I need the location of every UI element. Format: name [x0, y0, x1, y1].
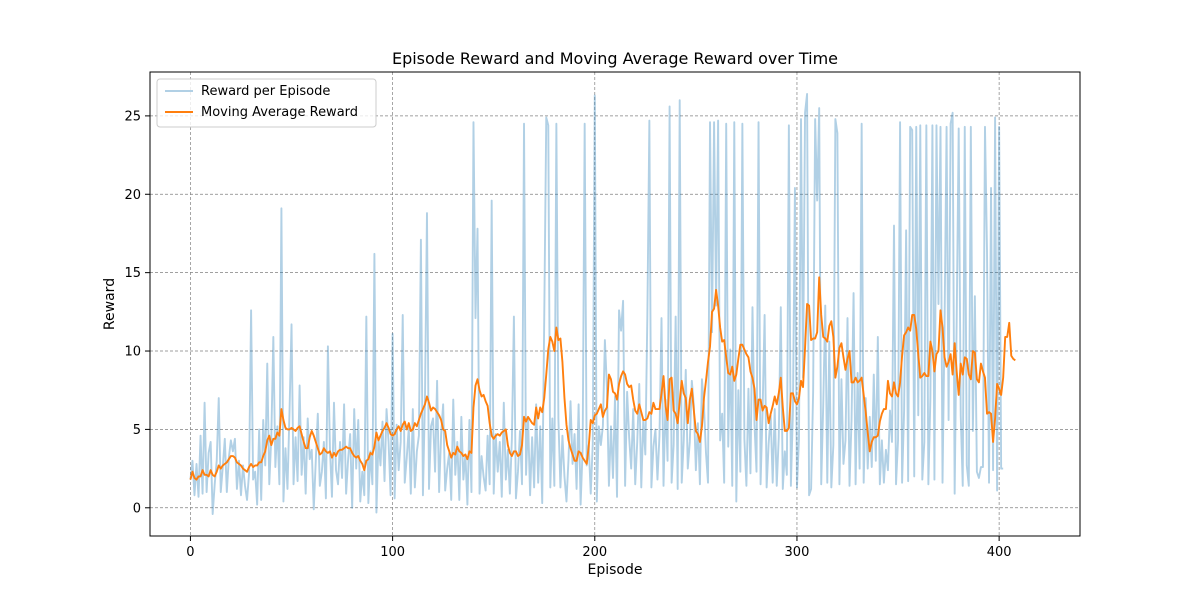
x-tick-label: 100 — [380, 545, 405, 560]
series-line-reward — [189, 92, 1004, 515]
y-tick-label: 20 — [124, 188, 141, 203]
series-group — [189, 92, 1016, 515]
legend-label-reward: Reward per Episode — [201, 84, 330, 99]
x-axis-title: Episode — [588, 562, 643, 578]
chart-title: Episode Reward and Moving Average Reward… — [392, 49, 838, 68]
plot-frame — [149, 71, 1081, 537]
legend-label-moving-average: Moving Average Reward — [201, 105, 358, 120]
y-axis-title: Reward — [102, 278, 118, 330]
x-tick-label: 300 — [785, 545, 810, 560]
legend-box — [156, 78, 377, 128]
legend: Reward per Episode Moving Average Reward — [156, 78, 377, 128]
y-tick-label: 0 — [133, 501, 141, 516]
x-tick-label: 0 — [186, 545, 194, 560]
y-tick-label: 25 — [124, 109, 141, 124]
x-tick-label: 200 — [582, 545, 607, 560]
y-tick-label: 10 — [124, 345, 141, 360]
y-tick-label: 15 — [124, 266, 141, 281]
grid — [150, 72, 1080, 536]
axis-ticks: 0 100 200 300 400 0 5 10 15 20 25 — [124, 109, 1011, 560]
series-line-moving-average — [189, 276, 1016, 481]
y-tick-label: 5 — [133, 423, 141, 438]
x-tick-label: 400 — [987, 545, 1012, 560]
